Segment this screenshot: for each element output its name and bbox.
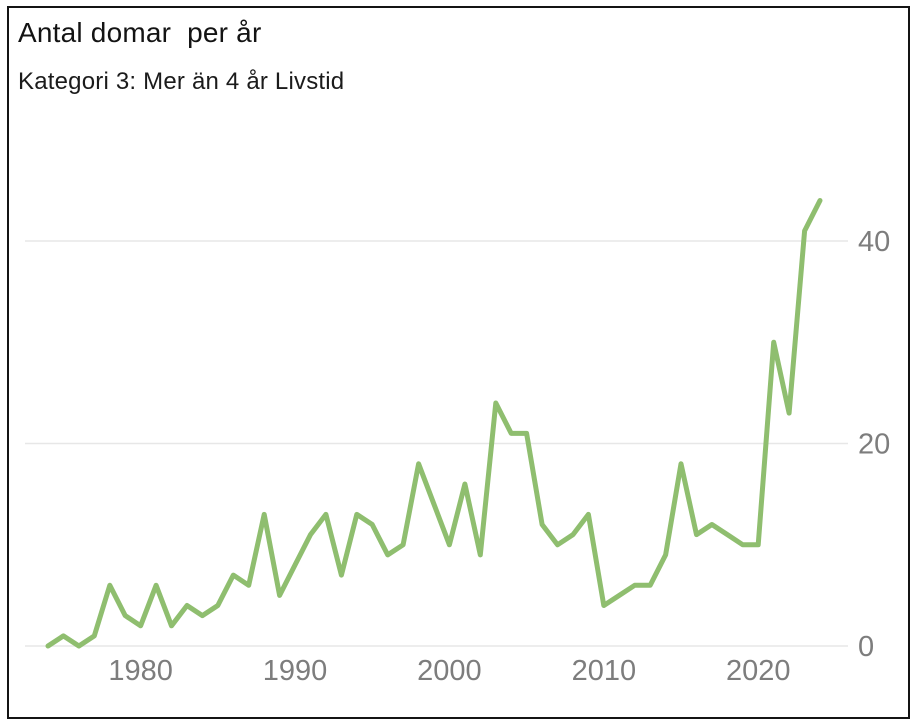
chart-frame (7, 6, 910, 719)
x-axis-tick-label: 2010 (572, 655, 637, 687)
x-axis-tick-label: 1980 (108, 655, 173, 687)
x-axis-tick-label: 1990 (263, 655, 328, 687)
y-axis-tick-label: 20 (858, 429, 890, 461)
x-axis-tick-label: 2020 (726, 655, 791, 687)
series-line (45, 198, 823, 649)
x-axis-tick-label: 2000 (417, 655, 482, 687)
chart-subtitle: Kategori 3: Mer än 4 år Livstid (18, 68, 345, 95)
y-axis-tick-label: 0 (858, 631, 874, 663)
y-axis-tick-label: 40 (858, 226, 890, 258)
chart-title: Antal domar per år (18, 17, 262, 48)
